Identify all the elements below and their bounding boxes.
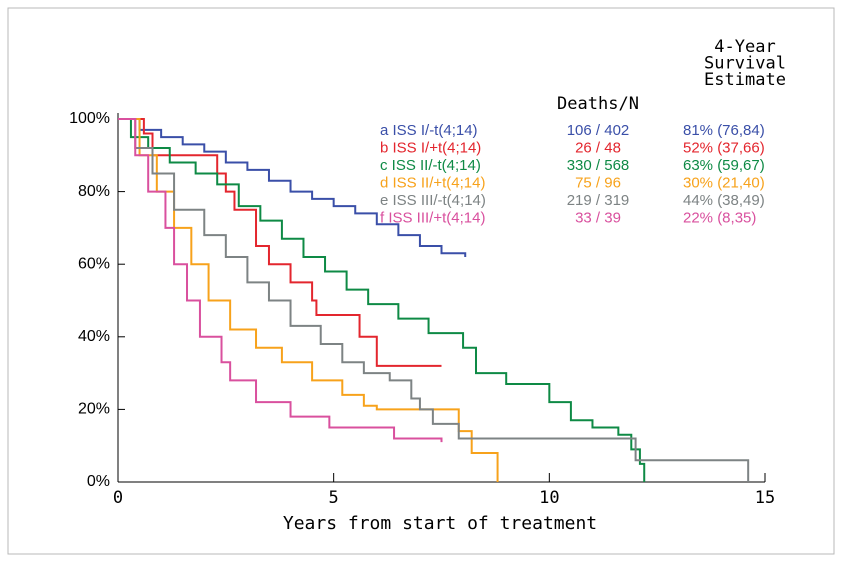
deaths-n: 26 / 48 xyxy=(575,139,621,156)
legend-label: b ISS I/+t(4;14) xyxy=(380,139,481,156)
survival-curve xyxy=(118,118,443,443)
legend-label: e ISS III/-t(4;14) xyxy=(380,192,486,209)
legend-label: d ISS II/+t(4;14) xyxy=(380,174,485,191)
deaths-n: 219 / 319 xyxy=(567,192,630,209)
y-tick-label: 100% xyxy=(69,110,110,127)
deaths-n: 330 / 568 xyxy=(567,157,630,174)
y-tick-label: 80% xyxy=(78,183,110,200)
legend-label: c ISS II/-t(4;14) xyxy=(380,157,481,174)
deaths-n: 75 / 96 xyxy=(575,174,621,191)
y-tick-label: 60% xyxy=(78,255,110,272)
x-tick-label: 15 xyxy=(755,488,775,508)
survival-estimate: 44% (38,49) xyxy=(683,192,765,209)
survival-estimate: 30% (21,40) xyxy=(683,174,765,191)
deaths-n: 33 / 39 xyxy=(575,209,621,226)
estimate-header: 4-Year xyxy=(714,37,775,57)
survival-curve xyxy=(118,118,750,482)
deaths-n: 106 / 402 xyxy=(567,122,630,139)
frame xyxy=(7,7,835,555)
x-tick-label: 10 xyxy=(539,488,559,508)
y-tick-label: 20% xyxy=(78,401,110,418)
x-tick-label: 0 xyxy=(113,488,123,508)
survival-curve xyxy=(118,118,646,482)
legend-label: a ISS I/-t(4;14) xyxy=(380,122,478,139)
survival-estimate: 22% (8,35) xyxy=(683,209,756,226)
survival-curve xyxy=(118,118,442,367)
y-tick-label: 0% xyxy=(87,473,110,490)
x-tick-label: 5 xyxy=(329,488,339,508)
deaths-header: Deaths/N xyxy=(557,94,639,114)
estimate-header: Estimate xyxy=(704,70,786,90)
x-axis-title: Years from start of treatment xyxy=(283,513,597,534)
survival-curve xyxy=(118,118,467,257)
estimate-header: Survival xyxy=(704,54,786,74)
legend-label: f ISS III/+t(4;14) xyxy=(380,209,485,226)
survival-estimate: 63% (59,67) xyxy=(683,157,765,174)
survival-estimate: 81% (76,84) xyxy=(683,122,765,139)
y-tick-label: 40% xyxy=(78,328,110,345)
survival-estimate: 52% (37,66) xyxy=(683,139,765,156)
